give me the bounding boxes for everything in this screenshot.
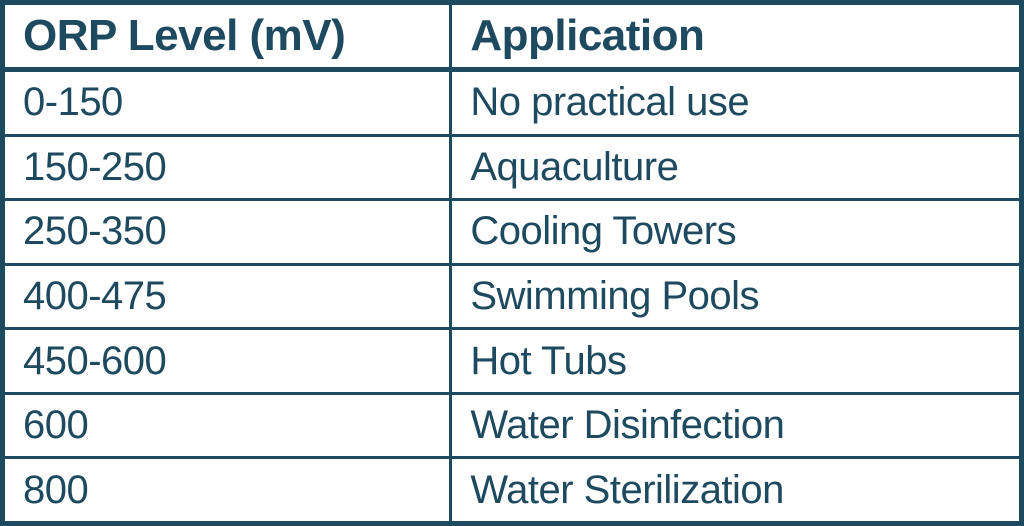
header-application: Application bbox=[451, 3, 1022, 70]
table-row: 0-150 No practical use bbox=[3, 70, 1022, 136]
cell-orp-level: 450-600 bbox=[3, 329, 451, 394]
cell-application: Water Sterilization bbox=[451, 458, 1022, 524]
cell-application: Cooling Towers bbox=[451, 200, 1022, 265]
orp-table: ORP Level (mV) Application 0-150 No prac… bbox=[0, 0, 1024, 526]
cell-orp-level: 800 bbox=[3, 458, 451, 524]
cell-application: Aquaculture bbox=[451, 135, 1022, 200]
cell-application: No practical use bbox=[451, 70, 1022, 136]
cell-orp-level: 250-350 bbox=[3, 200, 451, 265]
cell-application: Water Disinfection bbox=[451, 393, 1022, 458]
cell-orp-level: 150-250 bbox=[3, 135, 451, 200]
table-header-row: ORP Level (mV) Application bbox=[3, 3, 1022, 70]
table-row: 250-350 Cooling Towers bbox=[3, 200, 1022, 265]
cell-orp-level: 400-475 bbox=[3, 264, 451, 329]
cell-application: Hot Tubs bbox=[451, 329, 1022, 394]
table-row: 450-600 Hot Tubs bbox=[3, 329, 1022, 394]
table-row: 600 Water Disinfection bbox=[3, 393, 1022, 458]
cell-orp-level: 0-150 bbox=[3, 70, 451, 136]
header-orp-level: ORP Level (mV) bbox=[3, 3, 451, 70]
table-row: 400-475 Swimming Pools bbox=[3, 264, 1022, 329]
cell-orp-level: 600 bbox=[3, 393, 451, 458]
table-row: 800 Water Sterilization bbox=[3, 458, 1022, 524]
table-row: 150-250 Aquaculture bbox=[3, 135, 1022, 200]
orp-table-container: ORP Level (mV) Application 0-150 No prac… bbox=[0, 0, 1024, 526]
cell-application: Swimming Pools bbox=[451, 264, 1022, 329]
